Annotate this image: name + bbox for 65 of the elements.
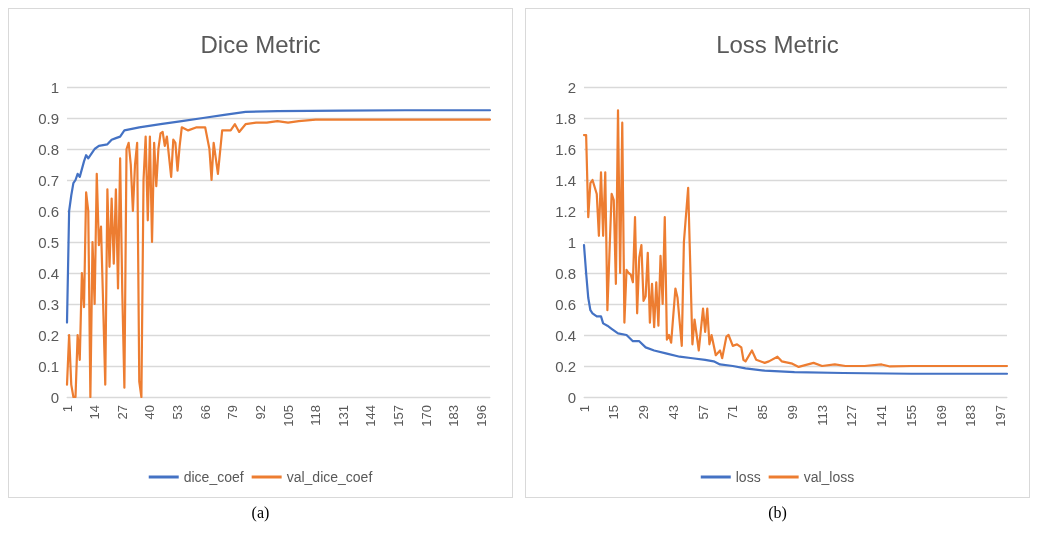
y-tick-label: 0.8 [555, 264, 576, 282]
x-tick-label: 71 [725, 405, 741, 420]
y-tick-label: 0.6 [555, 295, 576, 313]
y-tick-label: 0.5 [38, 233, 59, 251]
x-tick-label: 169 [933, 405, 949, 427]
x-tick-label: 183 [963, 405, 979, 427]
x-tick-label: 113 [814, 405, 830, 426]
legend-label: val_dice_coef [286, 469, 373, 485]
chart-title: Dice Metric [200, 30, 321, 58]
y-tick-label: 1 [50, 78, 59, 96]
chart-title: Loss Metric [716, 30, 839, 58]
x-tick-label: 105 [280, 405, 296, 427]
x-tick-label: 66 [197, 405, 213, 420]
x-tick-label: 40 [142, 405, 158, 420]
x-tick-label: 57 [695, 405, 711, 420]
x-tick-label: 118 [308, 405, 324, 426]
y-tick-label: 1.6 [555, 140, 576, 158]
line-series [65, 109, 492, 324]
x-tick-label: 53 [170, 405, 186, 420]
x-tick-label: 183 [446, 405, 462, 427]
x-tick-label: 1 [576, 405, 592, 413]
y-tick-label: 0 [50, 388, 59, 406]
x-tick-label: 127 [844, 405, 860, 427]
y-tick-label: 0.6 [38, 202, 59, 220]
x-tick-label: 27 [114, 405, 130, 420]
x-tick-label: 157 [391, 405, 407, 427]
y-tick-label: 1.2 [555, 202, 576, 220]
legend-label: val_loss [803, 469, 855, 485]
x-tick-label: 197 [993, 405, 1009, 427]
x-tick-label: 29 [636, 405, 652, 420]
x-tick-label: 99 [784, 405, 800, 420]
y-tick-label: 1 [567, 233, 576, 251]
line-series [65, 118, 492, 399]
x-tick-label: 92 [252, 405, 268, 420]
y-tick-label: 2 [567, 78, 576, 96]
x-tick-label: 1 [59, 405, 75, 413]
x-tick-label: 144 [363, 405, 379, 427]
y-tick-label: 0 [567, 388, 576, 406]
y-tick-label: 0.2 [555, 357, 576, 375]
legend-label: loss [735, 469, 761, 485]
text: (a) [251, 504, 270, 522]
y-tick-label: 1.4 [555, 171, 576, 189]
x-tick-label: 141 [874, 405, 890, 427]
legend-label: dice_coef [183, 469, 244, 485]
y-tick-label: 0.8 [38, 140, 59, 158]
x-tick-label: 196 [474, 405, 489, 427]
line-series [582, 109, 1009, 369]
y-tick-label: 0.4 [555, 326, 576, 344]
x-tick-label: 170 [418, 405, 434, 427]
x-tick-label: 131 [335, 405, 351, 427]
y-tick-label: 1.8 [555, 109, 576, 127]
y-tick-label: 0.7 [38, 171, 59, 189]
line-series [582, 244, 1009, 375]
y-tick-label: 0.4 [38, 264, 59, 282]
y-tick-label: 0.2 [38, 326, 59, 344]
x-tick-label: 15 [606, 405, 622, 420]
x-tick-label: 43 [665, 405, 681, 420]
x-tick-label: 79 [225, 405, 241, 420]
x-tick-label: 85 [755, 405, 771, 420]
y-tick-label: 0.9 [38, 109, 59, 127]
y-tick-label: 0.3 [38, 295, 59, 313]
x-tick-label: 14 [87, 405, 103, 420]
x-tick-label: 155 [903, 405, 919, 427]
text: (b) [768, 504, 787, 522]
y-tick-label: 0.1 [38, 357, 59, 375]
